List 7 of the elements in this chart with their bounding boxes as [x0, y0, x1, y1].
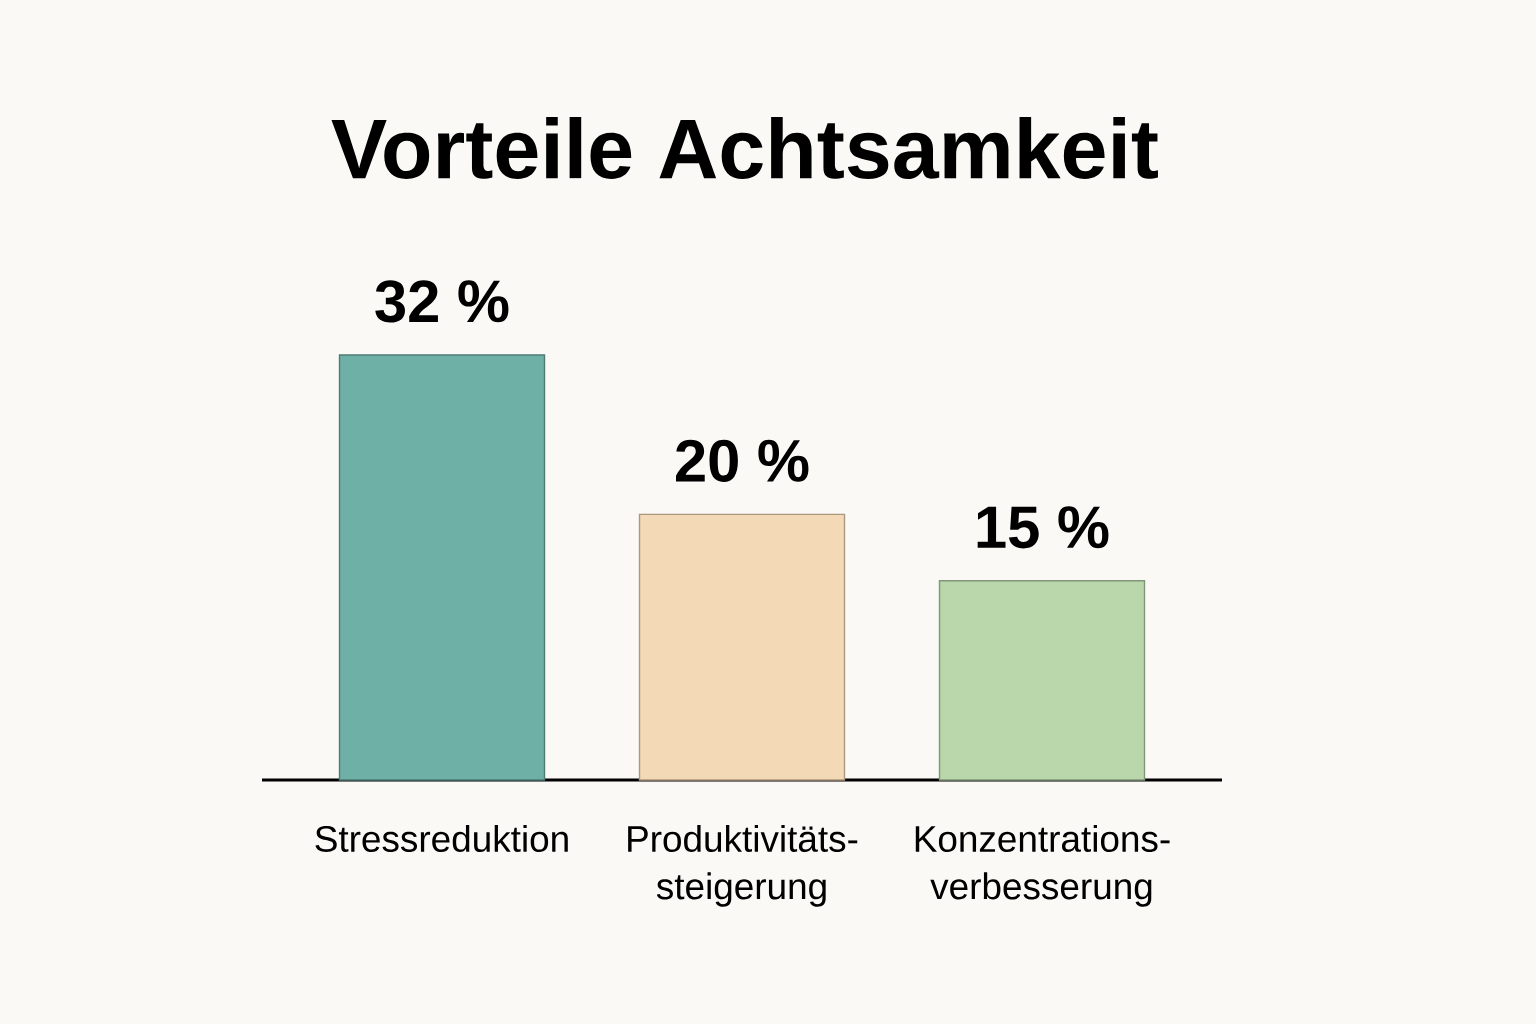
data-label: 15 %: [977, 506, 1109, 549]
x-tick-label: Stressreduktion: [315, 824, 568, 853]
x-tick-label: Konzentrations-verbesserung: [915, 824, 1170, 907]
data-label: 20 %: [676, 439, 809, 482]
data-label: 32 %: [375, 280, 509, 323]
chart-title: Vorteile Achtsamkeit: [331, 117, 1158, 179]
x-tick-label: Produktivitäts-steigerung: [628, 824, 858, 907]
